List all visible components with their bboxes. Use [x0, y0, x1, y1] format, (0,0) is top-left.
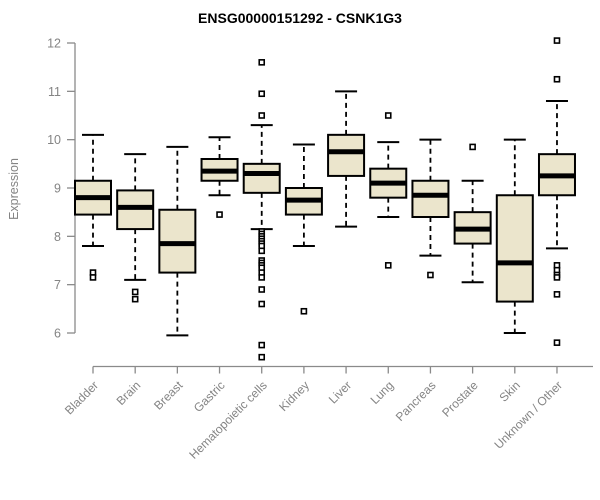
x-category-label: Brain — [114, 378, 144, 408]
outlier-point — [89, 274, 97, 281]
outlier-point — [553, 274, 561, 281]
y-tick-label: 11 — [48, 85, 61, 99]
outlier-point — [258, 59, 266, 66]
outlier-point — [553, 75, 561, 83]
outlier-point — [258, 90, 266, 98]
outlier-point — [131, 288, 139, 296]
iqr-box — [495, 194, 534, 303]
outlier-point — [258, 341, 266, 349]
iqr-box — [327, 133, 366, 177]
outlier-point — [384, 262, 392, 269]
outlier-point — [427, 271, 434, 279]
outlier-point — [258, 274, 266, 281]
x-category-label: Hematopoietic cells — [186, 378, 269, 461]
outlier-point — [553, 291, 561, 298]
outlier-point — [258, 353, 266, 361]
x-category-label: Liver — [326, 378, 354, 406]
x-category-label: Breast — [151, 378, 186, 413]
x-category-label: Gastric — [191, 378, 228, 415]
outlier-point — [258, 286, 266, 293]
x-category-label: Lung — [368, 378, 397, 407]
outlier-point — [553, 37, 561, 44]
y-tick-label: 7 — [54, 278, 61, 292]
iqr-box — [411, 179, 450, 218]
iqr-box — [242, 162, 281, 194]
y-tick-label: 10 — [47, 133, 61, 147]
x-category-label: Kidney — [276, 378, 312, 414]
chart-title: ENSG00000151292 - CSNK1G3 — [198, 10, 402, 26]
outlier-point — [469, 143, 476, 151]
x-category-label: Bladder — [62, 378, 101, 417]
x-category-label: Prostate — [439, 378, 481, 420]
y-tick-label: 6 — [54, 327, 61, 341]
outlier-point — [258, 112, 266, 119]
outlier-point — [553, 339, 561, 346]
outlier-point — [216, 211, 223, 218]
y-tick-label: 9 — [54, 182, 61, 196]
outlier-point — [258, 300, 266, 308]
outlier-point — [300, 307, 308, 315]
x-category-label: Pancreas — [393, 378, 439, 424]
outlier-point — [258, 247, 266, 255]
y-tick-label: 8 — [54, 230, 61, 244]
y-tick-label: 12 — [47, 37, 61, 51]
outlier-point — [384, 112, 392, 119]
outlier-point — [131, 295, 139, 303]
x-category-label: Skin — [497, 378, 523, 404]
